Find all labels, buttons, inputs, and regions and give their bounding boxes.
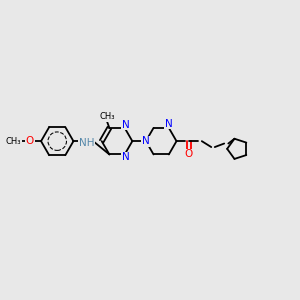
Text: N: N — [142, 136, 150, 146]
Text: N: N — [122, 120, 129, 130]
Text: N: N — [122, 152, 129, 162]
Text: NH: NH — [79, 138, 94, 148]
Text: N: N — [165, 119, 173, 129]
Text: CH₃: CH₃ — [99, 112, 115, 121]
Text: CH₃: CH₃ — [6, 137, 21, 146]
Text: O: O — [26, 136, 34, 146]
Text: O: O — [185, 149, 193, 159]
